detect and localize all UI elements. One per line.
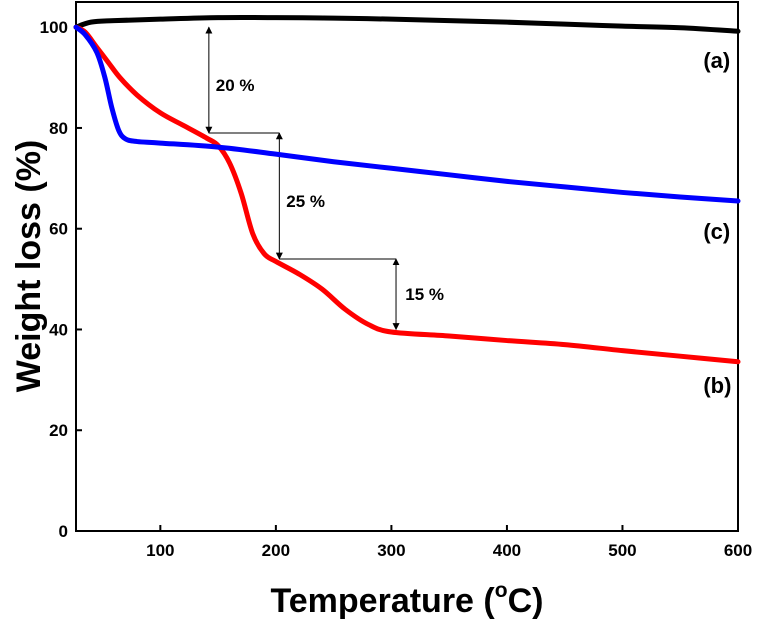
y-tick-label: 100	[40, 18, 68, 37]
series-line-b	[73, 24, 741, 365]
x-tick-label: 400	[493, 541, 521, 560]
y-axis-title: Weight loss (%)	[10, 140, 48, 393]
annotation-label: 15 %	[405, 285, 444, 304]
y-tick-label: 0	[59, 522, 68, 541]
y-tick-label: 40	[49, 320, 68, 339]
x-axis-title-unit: C)	[508, 582, 544, 620]
x-tick-label: 100	[146, 541, 174, 560]
x-tick-label: 600	[724, 541, 752, 560]
plot-frame	[75, 1, 739, 532]
y-tick-label: 20	[49, 421, 68, 440]
y-tick-label: 80	[49, 119, 68, 138]
x-axis-title: Temperature (oC)	[271, 579, 544, 620]
series-line-a	[73, 14, 741, 34]
annotation-label: 25 %	[286, 192, 325, 211]
x-axis-title-degree: o	[495, 579, 508, 602]
curve-label-b: (b)	[703, 373, 731, 398]
x-tick-label: 500	[608, 541, 636, 560]
annotation-label: 20 %	[216, 76, 255, 95]
x-axis-title-main: Temperature (	[271, 582, 496, 620]
x-tick-label: 200	[262, 541, 290, 560]
labels-layer: (a) (b) (c)	[703, 48, 731, 398]
curve-label-c: (c)	[703, 219, 730, 244]
curve-label-a: (a)	[703, 48, 730, 73]
x-tick-label: 300	[377, 541, 405, 560]
y-tick-label: 60	[49, 220, 68, 239]
series-layer	[73, 14, 741, 365]
series-line-c	[73, 24, 741, 204]
guides-layer: 20 % 25 % 15 %	[205, 26, 444, 331]
ticks-layer: 100 200 300 400 500 600 0 20 40 60 80 100	[40, 18, 753, 560]
